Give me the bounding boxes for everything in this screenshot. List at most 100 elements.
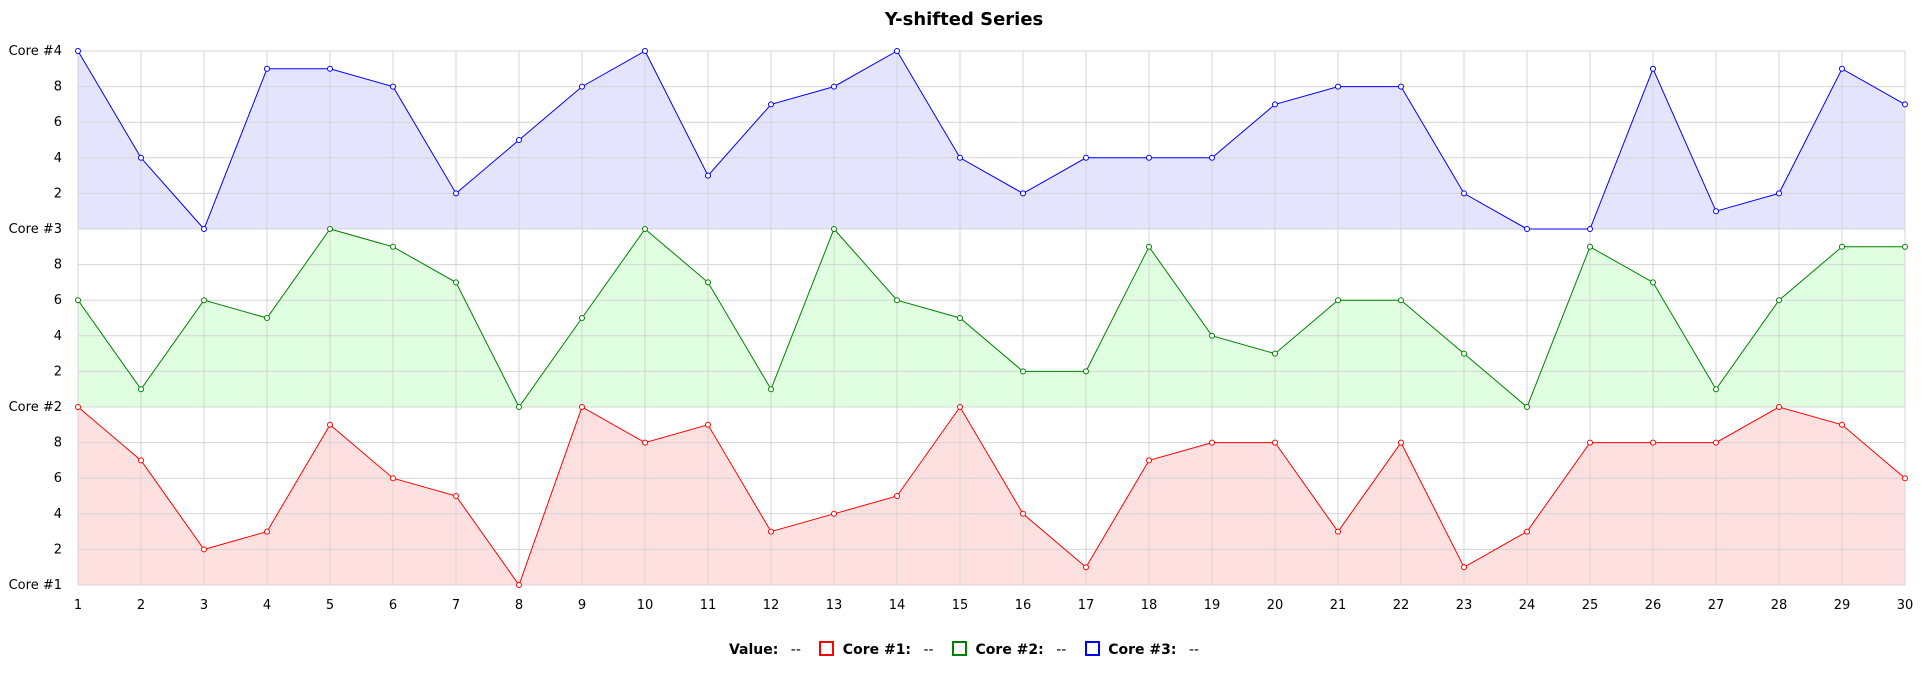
legend-item-core-1[interactable]: Core #1: --	[819, 641, 934, 658]
series-line-3	[77, 50, 1906, 230]
data-point	[1083, 368, 1089, 375]
data-point	[1524, 226, 1530, 232]
chart-title: Y-shifted Series	[884, 9, 1044, 30]
y-tick-label: 8	[54, 258, 62, 273]
data-point	[1839, 65, 1845, 72]
data-point	[579, 404, 585, 410]
legend-value-core-1: --	[923, 642, 934, 658]
area-fill-1	[78, 407, 1905, 585]
y-tick-label: 8	[54, 436, 62, 451]
data-point	[201, 546, 207, 553]
legend-item-core-2[interactable]: Core #2: --	[952, 641, 1066, 658]
x-tick-label: 26	[1645, 598, 1662, 613]
data-point	[1461, 190, 1467, 197]
legend-label-core-2: Core #2:	[975, 642, 1044, 658]
data-point	[1524, 528, 1530, 535]
data-point	[1461, 564, 1467, 571]
x-tick-label: 29	[1834, 598, 1851, 613]
data-point	[201, 297, 207, 304]
data-point	[138, 386, 144, 393]
data-point	[264, 65, 270, 72]
legend-swatch-core-2	[952, 641, 968, 656]
data-point	[1083, 564, 1089, 571]
x-tick-label: 15	[952, 598, 969, 613]
data-point	[516, 582, 522, 588]
data-point	[831, 83, 837, 90]
y-tick-label: 6	[54, 471, 62, 486]
data-point	[1713, 439, 1719, 446]
band-label: Core #2	[9, 400, 62, 415]
x-tick-label: 30	[1897, 598, 1914, 613]
x-tick-label: 10	[637, 598, 654, 613]
data-point	[1713, 208, 1719, 215]
data-point	[75, 297, 81, 304]
data-point	[1209, 154, 1215, 161]
data-point	[1587, 226, 1593, 232]
legend-item-core-3[interactable]: Core #3: --	[1084, 641, 1199, 658]
x-tick-label: 27	[1708, 598, 1725, 613]
x-tick-label: 19	[1204, 598, 1221, 613]
data-point	[1146, 154, 1152, 161]
x-tick-label: 9	[578, 598, 586, 613]
y-tick-label: 2	[54, 542, 62, 557]
data-point	[264, 528, 270, 535]
x-tick-label: 13	[826, 598, 843, 613]
data-point	[1146, 457, 1152, 464]
data-point	[1272, 350, 1278, 357]
x-tick-label: 25	[1582, 598, 1599, 613]
y-tick-label: 6	[54, 293, 62, 308]
x-tick-label: 20	[1267, 598, 1284, 613]
data-point	[138, 457, 144, 464]
area-fill-3	[78, 51, 1905, 229]
data-point	[768, 386, 774, 393]
legend-value-item: Value: --	[729, 642, 801, 658]
data-point	[75, 404, 81, 410]
data-point	[1524, 404, 1530, 410]
y-tick-label: 8	[54, 80, 62, 95]
x-tick-label: 7	[452, 598, 460, 613]
x-tick-label: 2	[137, 598, 145, 613]
data-point	[957, 154, 963, 161]
band-label: Core #1	[9, 578, 62, 593]
x-tick-label: 11	[700, 598, 717, 613]
data-point	[1902, 243, 1908, 250]
data-point	[138, 154, 144, 161]
data-point	[705, 279, 711, 286]
data-point	[1398, 439, 1404, 446]
x-tick-label: 4	[263, 598, 271, 613]
x-tick-label: 12	[763, 598, 780, 613]
data-point	[1650, 65, 1656, 72]
data-point	[1272, 101, 1278, 108]
data-point	[957, 315, 963, 321]
data-point	[390, 475, 396, 482]
data-point	[1083, 154, 1089, 161]
data-point	[768, 528, 774, 535]
data-point	[264, 315, 270, 321]
series-line-1	[77, 406, 1906, 587]
data-point	[957, 404, 963, 410]
data-point	[1587, 439, 1593, 446]
x-tick-label: 24	[1519, 598, 1536, 613]
data-point	[831, 510, 837, 517]
y-tick-label: 2	[54, 364, 62, 379]
legend-label-core-3: Core #3:	[1108, 642, 1177, 658]
data-point	[1461, 350, 1467, 357]
data-point	[453, 279, 459, 286]
area-fill-2	[78, 229, 1905, 407]
x-tick-label: 21	[1330, 598, 1347, 613]
data-point	[579, 83, 585, 90]
data-point	[516, 137, 522, 143]
data-point	[642, 439, 648, 446]
y-tick-label: 2	[54, 186, 62, 201]
legend-value-core-2: --	[1056, 642, 1067, 658]
data-point	[642, 48, 648, 54]
data-point	[1335, 83, 1341, 90]
x-tick-label: 8	[515, 598, 523, 613]
data-point	[1587, 243, 1593, 250]
data-point	[1209, 332, 1215, 339]
data-point	[75, 48, 81, 54]
x-tick-label: 17	[1078, 598, 1095, 613]
x-tick-label: 6	[389, 598, 397, 613]
data-point	[327, 65, 333, 72]
